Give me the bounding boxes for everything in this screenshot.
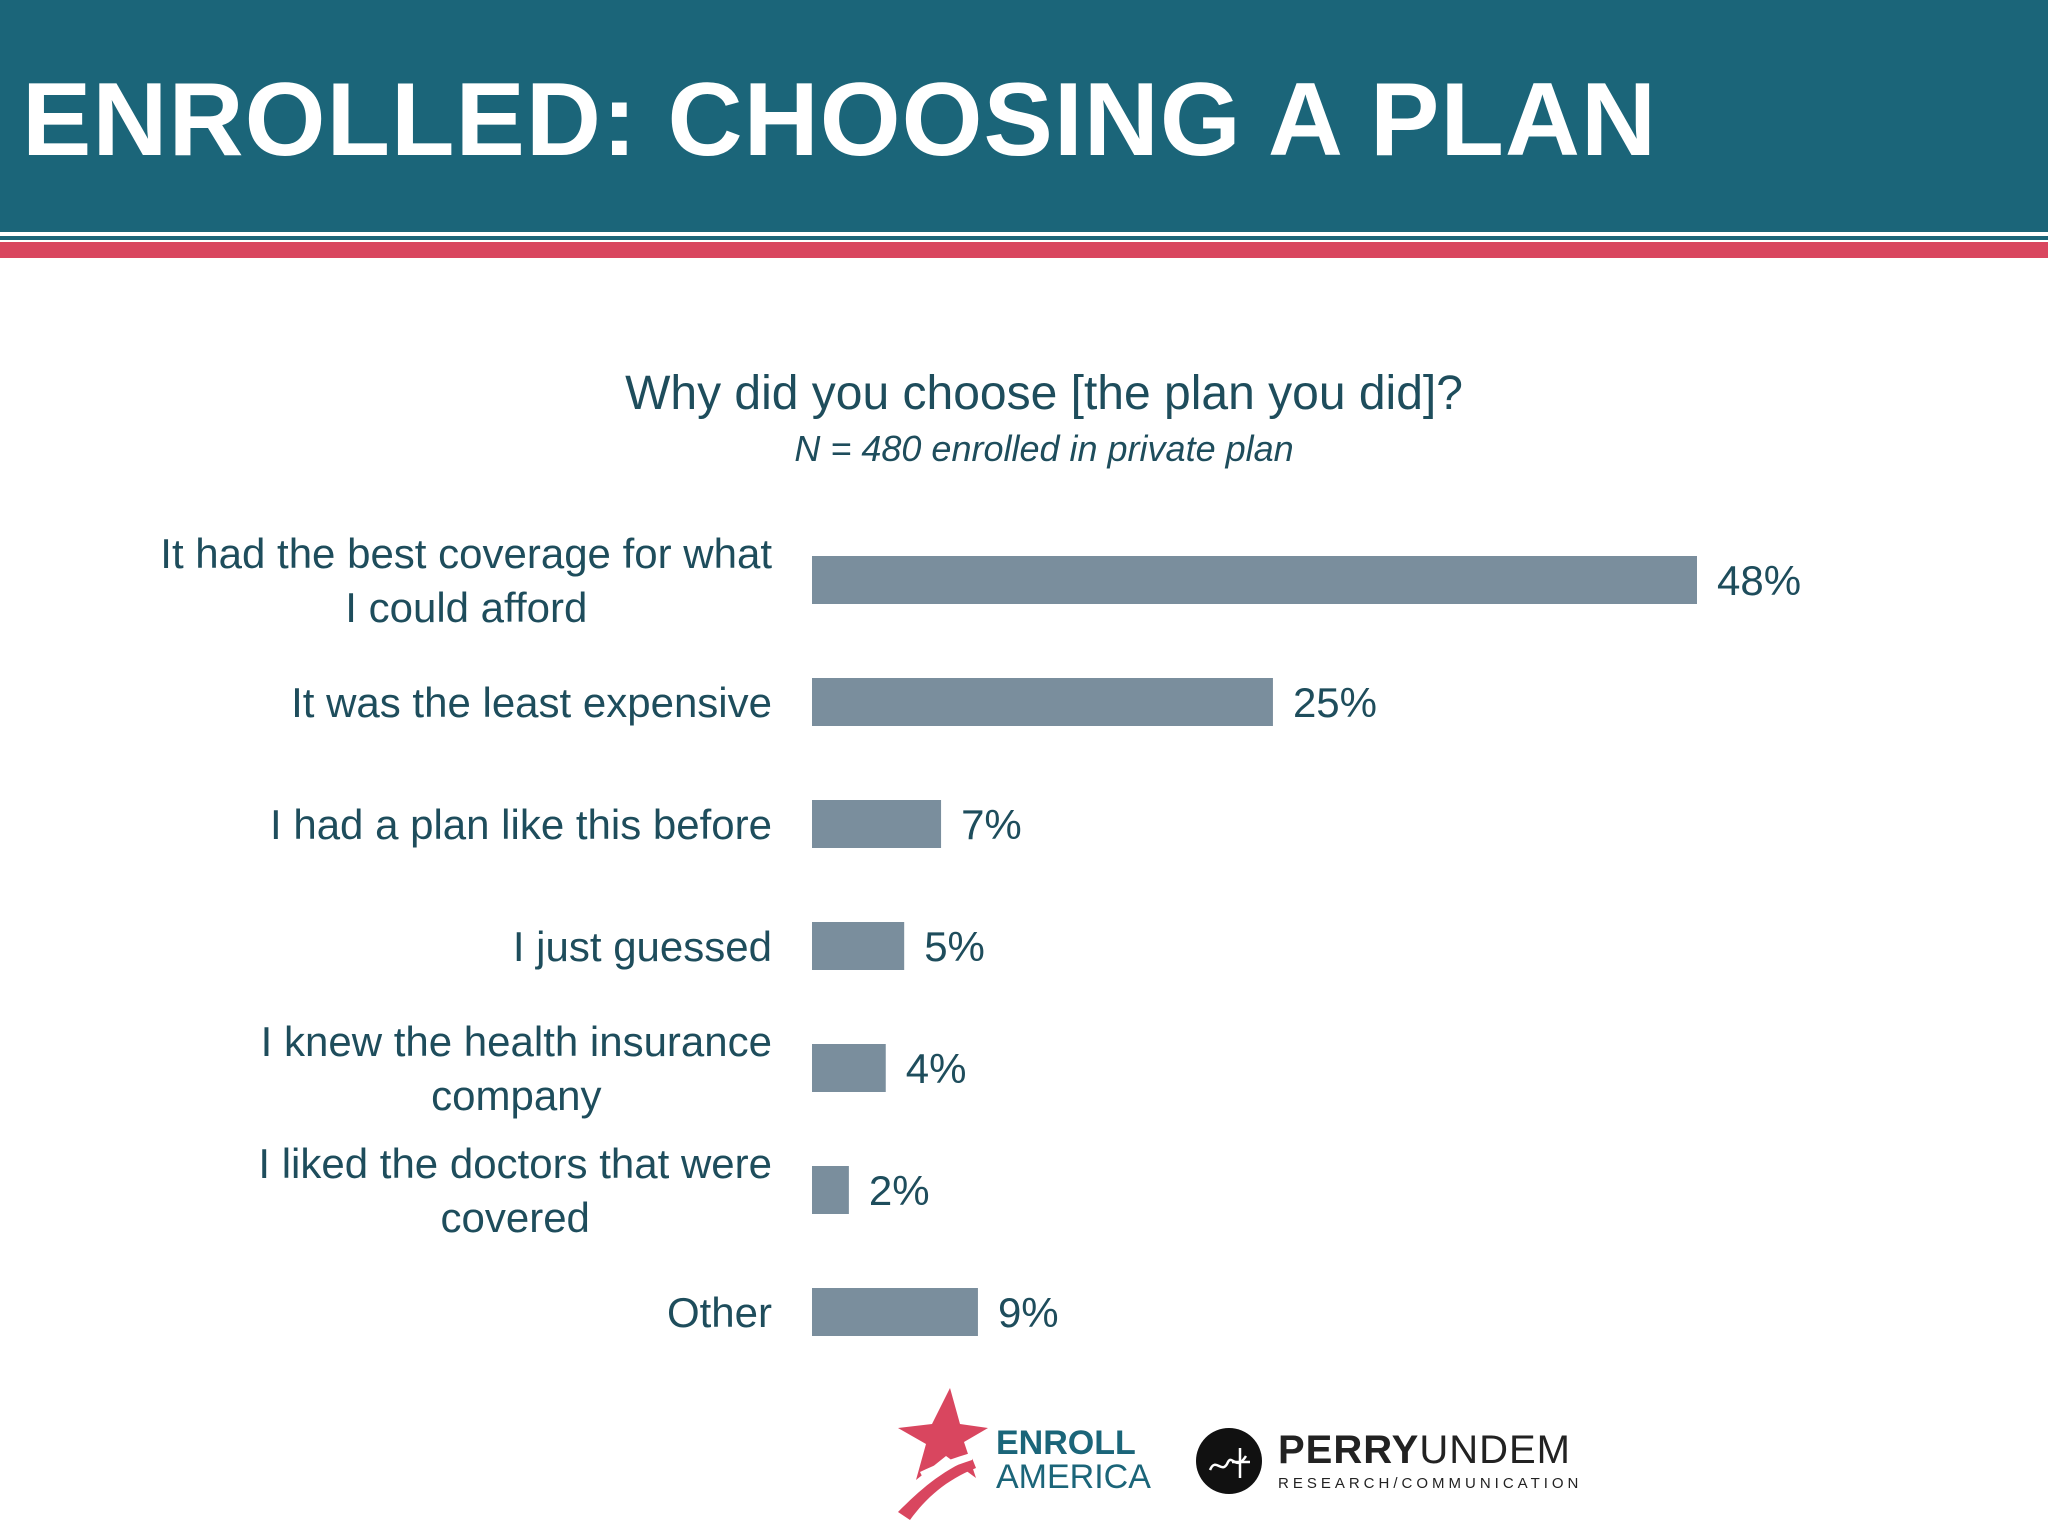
value-label-5: 2% xyxy=(869,1167,930,1214)
category-label-5: I liked the doctors that were covered xyxy=(258,1140,772,1241)
value-label-4: 4% xyxy=(906,1045,967,1092)
perry-logo-light: UNDEM xyxy=(1419,1428,1571,1472)
header-divider-white xyxy=(0,232,2048,236)
pu-circle-icon xyxy=(1196,1428,1262,1494)
value-label-2: 7% xyxy=(961,801,1022,848)
enroll-america-logo-text: ENROLL AMERICA xyxy=(996,1426,1151,1494)
bar-6 xyxy=(812,1288,978,1336)
category-label-3: I just guessed xyxy=(513,923,772,970)
category-label-0: It had the best coverage for what I could… xyxy=(160,530,772,631)
category-label-6: Other xyxy=(667,1289,772,1336)
category-label-1: It was the least expensive xyxy=(291,679,772,726)
value-label-0: 48% xyxy=(1717,557,1801,604)
footer-logos: ENROLL AMERICA PERRYUNDEM RESEARCH/COMMU… xyxy=(880,1380,1880,1530)
bar-1 xyxy=(812,678,1273,726)
bar-2 xyxy=(812,800,942,848)
enroll-logo-line2: AMERICA xyxy=(996,1458,1151,1496)
bar-5 xyxy=(812,1166,849,1214)
perry-logo-sub: RESEARCH/COMMUNICATION xyxy=(1278,1475,1583,1492)
value-label-1: 25% xyxy=(1293,679,1377,726)
value-label-3: 5% xyxy=(924,923,985,970)
category-label-2: I had a plan like this before xyxy=(270,801,772,848)
header-divider-blue xyxy=(0,236,2048,240)
bar-3 xyxy=(812,922,905,970)
bar-0 xyxy=(812,556,1697,604)
page-title: ENROLLED: CHOOSING A PLAN xyxy=(22,62,1658,178)
chart-subtitle: N = 480 enrolled in private plan xyxy=(794,428,1294,469)
perryundem-logo-text: PERRYUNDEM RESEARCH/COMMUNICATION xyxy=(1278,1428,1582,1492)
value-label-6: 9% xyxy=(998,1289,1059,1336)
header-banner: ENROLLED: CHOOSING A PLAN xyxy=(0,0,2048,232)
star-swoosh-icon xyxy=(898,1388,988,1520)
enroll-logo-line1: ENROLL xyxy=(996,1424,1136,1462)
perry-logo-bold: PERRY xyxy=(1278,1428,1420,1472)
bar-4 xyxy=(812,1044,886,1092)
category-label-4: I knew the health insurance company xyxy=(261,1018,772,1119)
header-divider-red xyxy=(0,242,2048,258)
chart-title: Why did you choose [the plan you did]? xyxy=(625,367,1463,420)
